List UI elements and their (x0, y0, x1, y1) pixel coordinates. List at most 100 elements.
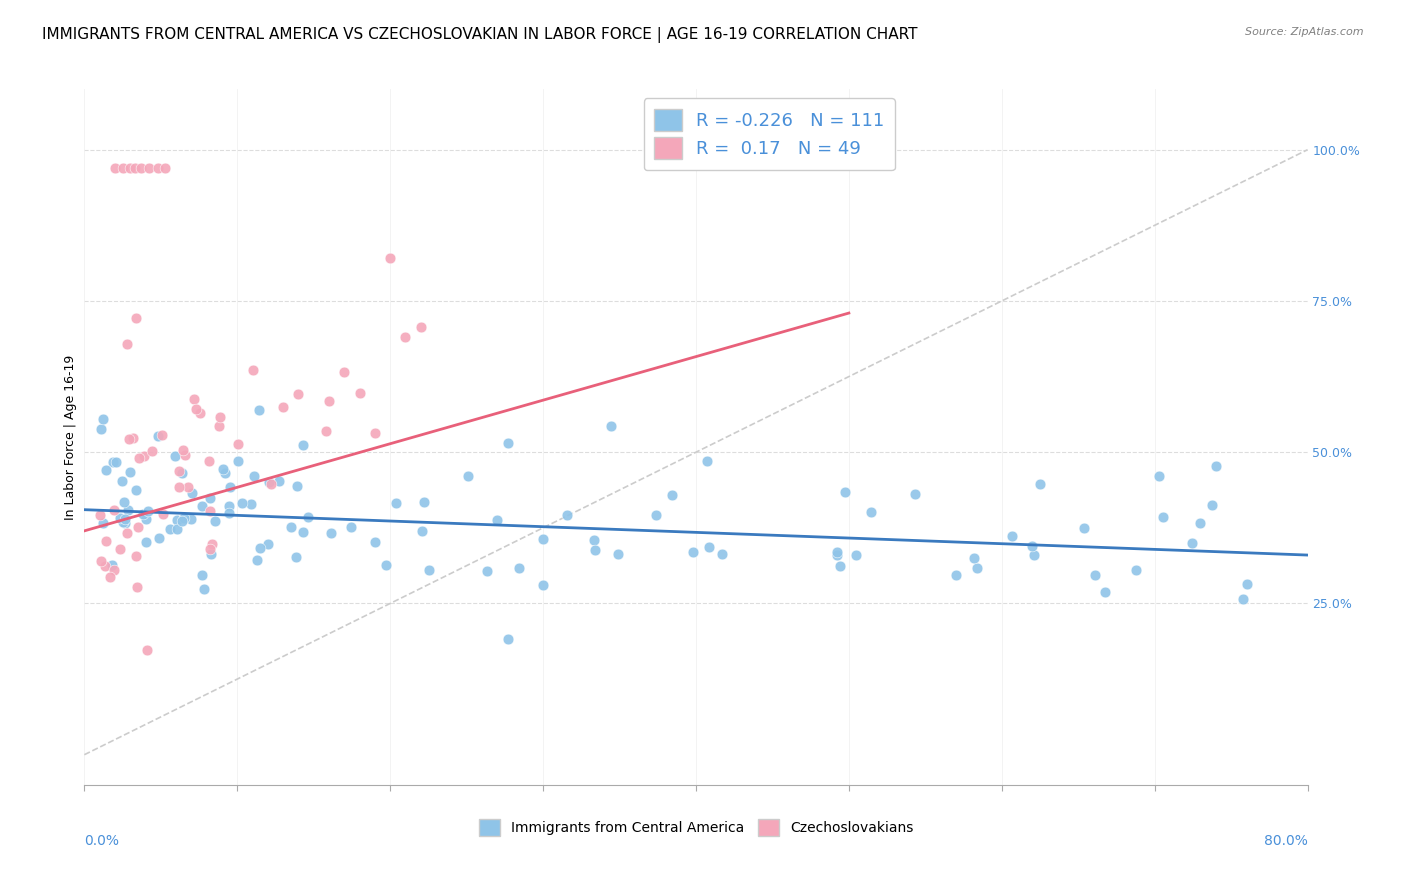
Point (257, 475, 280, 489)
Text: IMMIGRANTS FROM CENTRAL AMERICA VS CZECHOSLOVAKIAN IN LABOR FORCE | AGE 16-19 CO: IMMIGRANTS FROM CENTRAL AMERICA VS CZECH… (42, 27, 918, 43)
Point (498, 632, 520, 646)
Point (96, 462, 118, 476)
Point (226, 454, 249, 468)
Point (94, 559, 117, 574)
Point (531, 533, 554, 547)
Point (904, 487, 927, 501)
Point (125, 311, 148, 326)
Point (136, 503, 159, 517)
Point (170, 514, 193, 528)
Point (1147, 469, 1170, 483)
Point (1205, 459, 1227, 474)
Point (644, 508, 666, 522)
Point (135, 642, 157, 657)
Text: 0.0%: 0.0% (84, 834, 120, 847)
Point (125, 549, 148, 563)
Point (108, 511, 131, 525)
Point (200, 548, 222, 562)
Point (135, 512, 157, 526)
Point (108, 542, 131, 557)
Point (111, 515, 134, 529)
Point (176, 480, 198, 494)
Point (1029, 477, 1052, 491)
Point (208, 418, 231, 433)
Point (128, 450, 150, 465)
Point (124, 161, 146, 175)
Point (582, 533, 605, 547)
Point (166, 512, 188, 526)
Point (249, 541, 271, 556)
Point (180, 512, 202, 526)
Point (181, 485, 204, 500)
Point (486, 513, 509, 527)
Point (291, 438, 314, 452)
Text: 80.0%: 80.0% (1264, 834, 1308, 847)
Point (111, 161, 134, 175)
Point (333, 365, 356, 379)
Point (315, 424, 337, 438)
Point (271, 400, 294, 414)
Point (1125, 563, 1147, 577)
Point (285, 550, 308, 565)
Point (91, 516, 114, 531)
Point (218, 506, 240, 520)
Point (125, 483, 148, 497)
Point (105, 455, 128, 469)
Point (150, 427, 173, 442)
Point (117, 503, 139, 517)
Point (1189, 516, 1212, 530)
Point (349, 385, 371, 400)
Point (114, 512, 136, 526)
Point (364, 535, 387, 549)
Point (231, 496, 253, 510)
Point (409, 320, 432, 334)
Point (1181, 536, 1204, 550)
Point (661, 488, 683, 502)
Point (246, 553, 269, 567)
Point (191, 500, 214, 514)
Point (1084, 568, 1107, 582)
Point (318, 394, 340, 409)
Point (285, 479, 308, 493)
Point (825, 545, 848, 559)
Point (103, 503, 125, 517)
Point (91, 411, 114, 425)
Point (1073, 521, 1095, 535)
Point (159, 523, 181, 537)
Point (1232, 591, 1254, 606)
Point (364, 425, 387, 440)
Point (214, 466, 236, 480)
Point (163, 450, 186, 464)
Point (1236, 577, 1258, 591)
Point (496, 436, 519, 450)
Point (380, 251, 402, 265)
Point (257, 537, 280, 551)
Point (226, 437, 249, 451)
Point (239, 497, 262, 511)
Point (825, 548, 848, 562)
Point (583, 542, 606, 557)
Point (172, 466, 194, 480)
Point (121, 431, 143, 445)
Point (98, 569, 121, 583)
Point (607, 547, 630, 561)
Point (297, 509, 319, 524)
Point (204, 514, 226, 528)
Point (198, 454, 221, 468)
Point (138, 161, 160, 175)
Point (1152, 510, 1174, 524)
Point (201, 537, 224, 551)
Point (173, 511, 195, 525)
Point (135, 535, 157, 549)
Point (219, 480, 242, 494)
Point (834, 484, 856, 499)
Point (127, 519, 149, 533)
Point (184, 401, 207, 416)
Point (697, 540, 720, 554)
Point (600, 419, 623, 434)
Point (243, 469, 266, 483)
Point (394, 330, 416, 344)
Point (166, 522, 188, 536)
Point (963, 551, 986, 566)
Point (291, 525, 314, 540)
